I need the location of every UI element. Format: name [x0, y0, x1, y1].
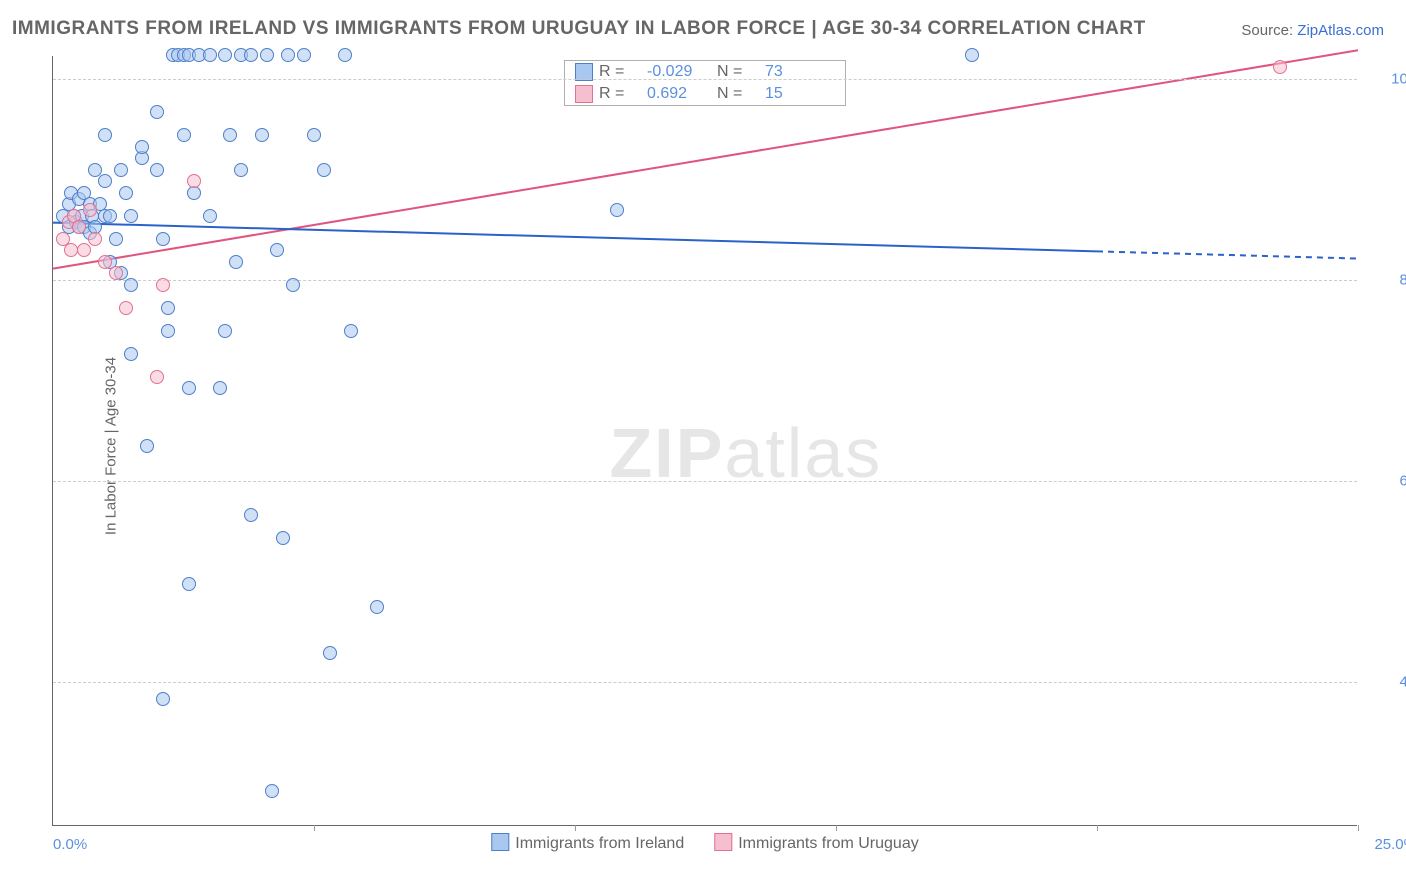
legend-swatch: [575, 85, 593, 103]
point-ireland: [223, 128, 237, 142]
point-ireland: [229, 255, 243, 269]
y-tick-label: 65.0%: [1399, 473, 1406, 490]
y-tick-label: 82.5%: [1399, 272, 1406, 289]
point-ireland: [270, 243, 284, 257]
gridline: [53, 481, 1357, 482]
legend-item: Immigrants from Uruguay: [714, 833, 919, 853]
point-ireland: [276, 531, 290, 545]
point-uruguay: [88, 232, 102, 246]
point-uruguay: [1273, 60, 1287, 74]
point-ireland: [124, 209, 138, 223]
point-uruguay: [64, 243, 78, 257]
x-max-label: 25.0%: [1374, 836, 1406, 853]
chart-title: IMMIGRANTS FROM IRELAND VS IMMIGRANTS FR…: [12, 18, 1146, 40]
point-uruguay: [150, 370, 164, 384]
point-ireland: [244, 48, 258, 62]
point-ireland: [323, 646, 337, 660]
point-ireland: [344, 324, 358, 338]
legend-item: Immigrants from Ireland: [491, 833, 684, 853]
point-ireland: [109, 232, 123, 246]
point-ireland: [161, 301, 175, 315]
point-ireland: [161, 324, 175, 338]
x-tick: [1358, 825, 1359, 831]
point-ireland: [281, 48, 295, 62]
point-ireland: [203, 48, 217, 62]
point-uruguay: [98, 255, 112, 269]
x-tick: [836, 825, 837, 831]
point-ireland: [98, 128, 112, 142]
legend-swatch: [491, 833, 509, 851]
x-tick: [1097, 825, 1098, 831]
point-uruguay: [119, 301, 133, 315]
point-ireland: [203, 209, 217, 223]
point-ireland: [610, 203, 624, 217]
point-ireland: [182, 381, 196, 395]
point-ireland: [150, 163, 164, 177]
point-ireland: [297, 48, 311, 62]
series-legend: Immigrants from Ireland Immigrants from U…: [491, 833, 918, 853]
y-tick-label: 47.5%: [1399, 674, 1406, 691]
point-uruguay: [156, 278, 170, 292]
source-credit: Source: ZipAtlas.com: [1241, 22, 1384, 39]
point-ireland: [965, 48, 979, 62]
source-link[interactable]: ZipAtlas.com: [1297, 22, 1384, 39]
point-ireland: [119, 186, 133, 200]
n-value: 15: [765, 85, 835, 103]
point-ireland: [88, 163, 102, 177]
chart-svg: [53, 56, 1358, 826]
point-ireland: [156, 692, 170, 706]
point-ireland: [317, 163, 331, 177]
point-ireland: [177, 128, 191, 142]
point-uruguay: [77, 243, 91, 257]
plot-area: ZIPatlas R = -0.029 N = 73 R = 0.692 N =…: [52, 56, 1357, 826]
point-ireland: [218, 324, 232, 338]
y-tick-label: 100.0%: [1391, 70, 1406, 87]
source-prefix: Source:: [1241, 22, 1297, 39]
legend-label: Immigrants from Uruguay: [738, 835, 919, 852]
point-ireland: [307, 128, 321, 142]
point-ireland: [156, 232, 170, 246]
point-ireland: [255, 128, 269, 142]
point-ireland: [244, 508, 258, 522]
point-ireland: [218, 48, 232, 62]
point-ireland: [124, 278, 138, 292]
point-ireland: [213, 381, 227, 395]
gridline: [53, 682, 1357, 683]
point-uruguay: [72, 220, 86, 234]
point-ireland: [114, 163, 128, 177]
stats-legend-row: R = 0.692 N = 15: [565, 83, 845, 105]
point-uruguay: [109, 266, 123, 280]
point-ireland: [124, 347, 138, 361]
n-label: N =: [717, 85, 765, 103]
point-ireland: [103, 209, 117, 223]
r-value: 0.692: [647, 85, 717, 103]
point-ireland: [140, 439, 154, 453]
point-ireland: [182, 577, 196, 591]
point-ireland: [135, 140, 149, 154]
x-tick: [575, 825, 576, 831]
point-ireland: [265, 784, 279, 798]
trend-line-extrapolated: [1097, 251, 1358, 258]
x-min-label: 0.0%: [53, 836, 87, 853]
gridline: [53, 280, 1357, 281]
x-tick: [314, 825, 315, 831]
trend-line: [53, 223, 1097, 252]
r-label: R =: [599, 85, 647, 103]
point-uruguay: [187, 174, 201, 188]
point-ireland: [260, 48, 274, 62]
point-ireland: [98, 174, 112, 188]
point-ireland: [286, 278, 300, 292]
point-ireland: [150, 105, 164, 119]
legend-label: Immigrants from Ireland: [515, 835, 684, 852]
point-uruguay: [83, 203, 97, 217]
stats-legend: R = -0.029 N = 73 R = 0.692 N = 15: [564, 60, 846, 106]
legend-swatch: [714, 833, 732, 851]
point-ireland: [370, 600, 384, 614]
gridline: [53, 79, 1357, 80]
point-ireland: [234, 163, 248, 177]
point-ireland: [338, 48, 352, 62]
